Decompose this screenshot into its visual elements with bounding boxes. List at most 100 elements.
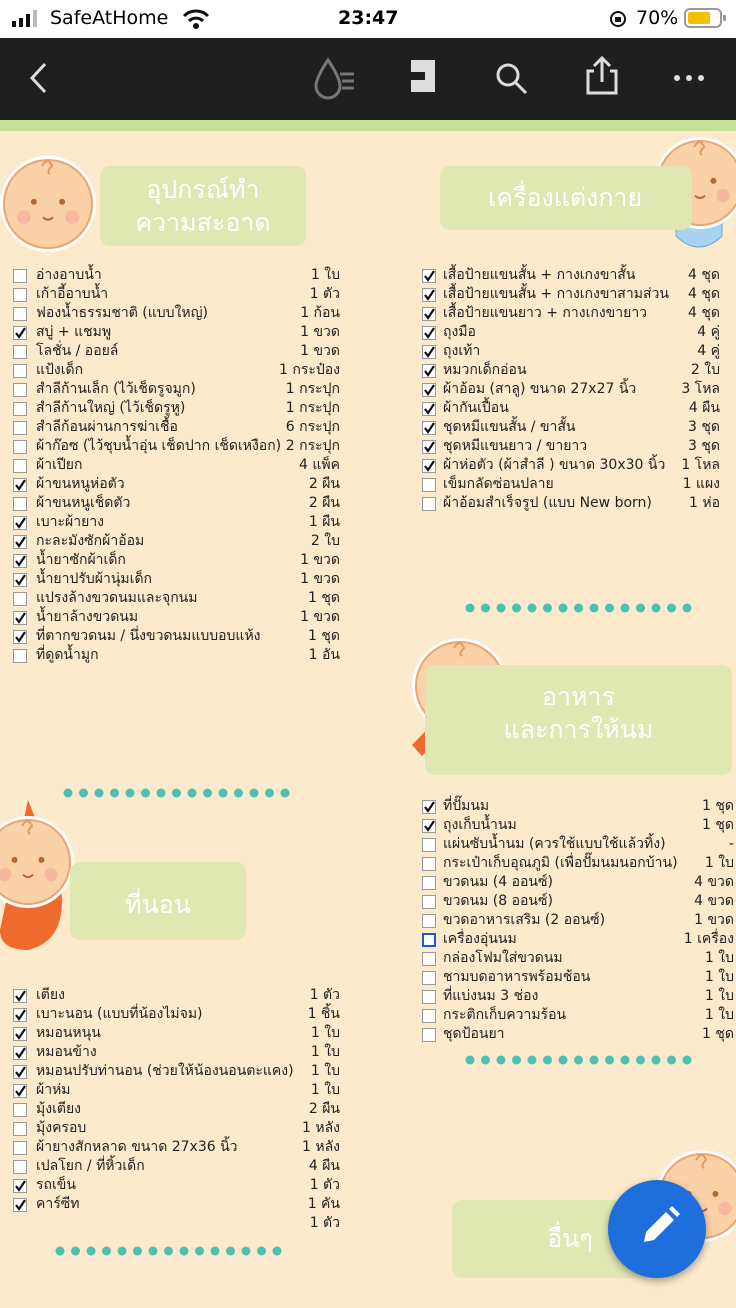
pages-tool[interactable]: [411, 60, 435, 92]
checkbox[interactable]: [13, 630, 27, 644]
checkbox[interactable]: [422, 819, 436, 833]
checkbox[interactable]: [422, 933, 436, 947]
checkbox[interactable]: [422, 1028, 436, 1042]
item-qty: 3 โหล: [681, 381, 720, 397]
checkbox[interactable]: [13, 516, 27, 530]
checkbox[interactable]: [13, 989, 27, 1003]
checkbox[interactable]: [422, 288, 436, 302]
checkbox[interactable]: [13, 573, 27, 587]
dot-divider: [179, 1246, 189, 1256]
checkbox[interactable]: [13, 288, 27, 302]
checkbox[interactable]: [422, 459, 436, 473]
checkbox[interactable]: [13, 269, 27, 283]
checkbox[interactable]: [422, 876, 436, 890]
checkbox[interactable]: [422, 440, 436, 454]
checkbox[interactable]: [422, 990, 436, 1004]
highlight-tool[interactable]: [314, 57, 354, 100]
item-label: หมวกเด็กอ่อน: [443, 362, 527, 378]
checkbox[interactable]: [13, 1027, 27, 1041]
checkbox[interactable]: [13, 649, 27, 663]
checkbox[interactable]: [13, 345, 27, 359]
item-qty: 4 ผืน: [308, 1158, 340, 1174]
dot-divider: [241, 1246, 251, 1256]
checkbox[interactable]: [422, 269, 436, 283]
dot-divider: [141, 788, 150, 798]
section-title: และการให้นม: [503, 715, 654, 744]
checkbox[interactable]: [422, 345, 436, 359]
checkbox[interactable]: [13, 421, 27, 435]
checkbox[interactable]: [422, 307, 436, 321]
dot-divider: [605, 1055, 614, 1065]
item-label: หมอนหนุน: [36, 1025, 101, 1041]
checkbox[interactable]: [13, 1046, 27, 1060]
checkbox[interactable]: [13, 326, 27, 340]
checkbox[interactable]: [422, 326, 436, 340]
more-button[interactable]: [674, 75, 704, 81]
search-button[interactable]: [496, 63, 528, 95]
checkbox[interactable]: [422, 364, 436, 378]
dot-divider: [249, 788, 259, 798]
checkbox[interactable]: [422, 971, 436, 985]
checkbox[interactable]: [422, 952, 436, 966]
toolbar: [0, 38, 736, 120]
checkbox[interactable]: [13, 592, 27, 606]
item-label: ถุงมือ: [443, 324, 476, 340]
share-button[interactable]: [586, 55, 618, 95]
checkbox[interactable]: [13, 459, 27, 473]
dot-divider: [620, 603, 630, 613]
checkbox[interactable]: [422, 914, 436, 928]
item-label: สำลีก้อนผ่านการฆ่าเชื้อ: [36, 419, 178, 435]
checkbox[interactable]: [13, 440, 27, 454]
checkbox[interactable]: [422, 421, 436, 435]
checkbox[interactable]: [13, 1008, 27, 1022]
checkbox[interactable]: [13, 611, 27, 625]
dot-divider: [172, 788, 181, 798]
checkbox[interactable]: [13, 1141, 27, 1155]
item-qty: 1 ห่อ: [689, 495, 720, 511]
dot-divider: [164, 1246, 173, 1256]
checkbox[interactable]: [422, 857, 436, 871]
checkbox[interactable]: [422, 402, 436, 416]
checkbox[interactable]: [13, 478, 27, 492]
checkbox[interactable]: [422, 838, 436, 852]
item-qty: 1 ชุด: [308, 628, 340, 644]
checkbox[interactable]: [422, 800, 436, 814]
checkbox[interactable]: [13, 307, 27, 321]
dot-divider: [496, 603, 506, 613]
check-mark: [15, 631, 26, 643]
checkbox[interactable]: [422, 497, 436, 511]
edit-fab[interactable]: [608, 1180, 706, 1278]
item-label: ถุงเก็บน้ำนม: [443, 817, 517, 833]
checkbox[interactable]: [13, 364, 27, 378]
back-button[interactable]: [29, 62, 47, 94]
checkbox[interactable]: [13, 402, 27, 416]
checkbox[interactable]: [13, 1103, 27, 1117]
checkbox[interactable]: [13, 554, 27, 568]
checkbox[interactable]: [13, 497, 27, 511]
item-label: กล่องโฟมใส่ขวดนม: [443, 950, 563, 966]
checkbox[interactable]: [13, 383, 27, 397]
dot-divider: [496, 1055, 506, 1065]
checkbox[interactable]: [422, 478, 436, 492]
dot-divider: [148, 1246, 158, 1256]
battery-icon: [684, 8, 726, 28]
check-mark: [424, 403, 435, 415]
dot-divider: [110, 788, 119, 798]
title-box: [70, 862, 246, 940]
item-label: ผ้าขนหนูห่อตัว: [36, 476, 125, 492]
item-label: เตียง: [36, 987, 65, 1003]
item-qty: 4 ชุด: [688, 267, 720, 283]
item-label: ชามบดอาหารพร้อมช้อน: [443, 969, 591, 985]
checkbox[interactable]: [13, 1198, 27, 1212]
checkbox[interactable]: [13, 1122, 27, 1136]
checkbox[interactable]: [13, 1179, 27, 1193]
dot-divider: [527, 1055, 537, 1065]
checkbox[interactable]: [13, 1065, 27, 1079]
checkbox[interactable]: [13, 1084, 27, 1098]
checkbox[interactable]: [13, 1160, 27, 1174]
checkbox[interactable]: [422, 383, 436, 397]
checkbox[interactable]: [422, 1009, 436, 1023]
check-mark: [424, 384, 435, 396]
checkbox[interactable]: [422, 895, 436, 909]
checkbox[interactable]: [13, 535, 27, 549]
